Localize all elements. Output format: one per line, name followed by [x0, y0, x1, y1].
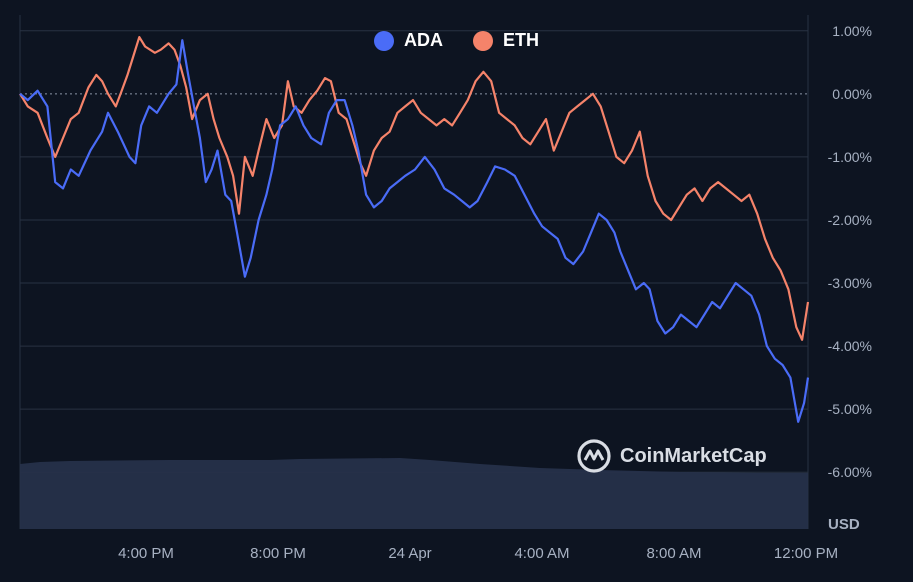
watermark-text: CoinMarketCap — [620, 444, 767, 467]
x-tick-label: 12:00 PM — [774, 545, 838, 562]
y-tick-label: -4.00% — [828, 338, 872, 354]
coinmarketcap-watermark: CoinMarketCap — [576, 438, 767, 474]
x-tick-label: 8:00 PM — [250, 545, 306, 562]
legend-label-ada: ADA — [404, 30, 443, 50]
y-tick-label: 0.00% — [832, 86, 872, 102]
x-tick-label: 8:00 AM — [646, 545, 701, 562]
legend-item-ada[interactable]: ADA — [374, 30, 443, 51]
y-tick-label: -2.00% — [828, 212, 872, 228]
y-axis-ticks: 1.00% 0.00% -1.00% -2.00% -3.00% -4.00% -5.00%… — [828, 23, 872, 480]
y-axis-unit-label: USD — [828, 516, 860, 533]
legend-item-eth[interactable]: ETH — [473, 30, 539, 51]
volume-area — [20, 458, 808, 529]
series-line-eth — [19, 36, 810, 341]
x-axis-ticks: 4:00 PM 8:00 PM 24 Apr 4:00 AM 8:00 AM 12:00 … — [118, 545, 838, 562]
x-tick-label: 4:00 PM — [118, 545, 174, 562]
coinmarketcap-logo-icon — [577, 439, 611, 473]
y-tick-label: -6.00% — [828, 464, 872, 480]
y-tick-label: -1.00% — [828, 149, 872, 165]
legend-dot-ada — [374, 30, 394, 51]
x-tick-label: 24 Apr — [388, 545, 431, 562]
y-tick-label: -5.00% — [828, 401, 872, 417]
chart-legend: ADA ETH — [0, 30, 913, 51]
series-line-ada — [19, 39, 810, 423]
volume-bars — [20, 458, 808, 529]
chart-grid — [19, 15, 809, 529]
y-tick-label: -3.00% — [828, 275, 872, 291]
legend-label-eth: ETH — [503, 30, 539, 50]
legend-dot-eth — [473, 30, 493, 51]
x-tick-label: 4:00 AM — [514, 545, 569, 562]
chart-series — [19, 36, 810, 423]
y-tick-label: 1.00% — [832, 23, 872, 39]
